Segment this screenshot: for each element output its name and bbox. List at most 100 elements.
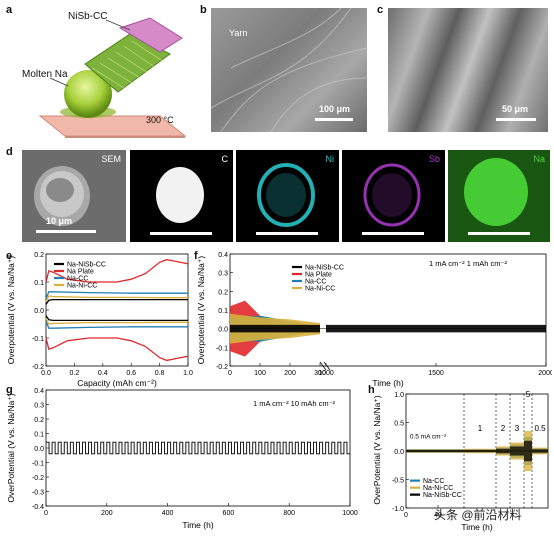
chart-e-series-line <box>45 320 188 329</box>
panel-label-f: f <box>194 250 198 262</box>
chart-f-legend-label: Na-CC <box>305 279 326 286</box>
chart-g-series-line <box>46 441 350 455</box>
chart-h-region-label: 2 <box>501 424 506 433</box>
chart-g-ytick-label: -0.4 <box>32 504 44 511</box>
chart-e-series-line <box>45 337 189 362</box>
label-yarn: Yarn <box>229 28 248 38</box>
chart-h-legend-label: Na-Ni-CC <box>423 485 453 492</box>
chart-f-xtick-label: 2000 <box>538 370 552 377</box>
chart-g-ytick-label: 0.2 <box>34 417 44 424</box>
chart-e-legend-label: Na-NiSb-CC <box>67 262 106 269</box>
chart-g: 0.4 0.3 0.2 0.1 0.0 -0.1 -0.2 -0.3 -0.40 200 400 60… <box>6 388 358 530</box>
chart-f-xtick-label: 100 <box>254 370 266 377</box>
chart-e-legend-label: Na-CC <box>67 276 88 283</box>
chart-h: 1.0 0.5 0.0 -0.5 -1.00 40 0.5 mA cm⁻² 1 2 3 5 0.5 O… <box>372 390 549 532</box>
chart-e-xtick-label: 0.4 <box>98 370 108 377</box>
panel-label-e: e <box>6 250 13 262</box>
scale-bar-b <box>315 118 353 121</box>
label-temperature: 300 °C <box>146 115 174 125</box>
chart-e-series-line <box>45 298 188 305</box>
label-sem: SEM <box>101 154 121 164</box>
chart-g-ytick-label: 0.4 <box>34 388 44 395</box>
chart-g-annotation: 1 mA cm⁻² 10 mAh cm⁻² <box>253 399 336 408</box>
chart-f-ytick-label: 0.3 <box>218 271 228 278</box>
chart-e-ylabel: Overpotential (V vs. Na/Na⁺) <box>6 256 16 365</box>
chart-f-ylabel: Overpotential (V vs. Na/Na⁺) <box>196 256 206 365</box>
scale-bar-d-na <box>468 232 530 235</box>
chart-e-xtick-label: 0.0 <box>41 370 51 377</box>
scale-bar-c <box>496 118 536 121</box>
chart-h-xlabel: Time (h) <box>461 522 492 532</box>
scale-bar-d-ni <box>256 232 318 235</box>
chart-e-xlabel: Capacity (mAh cm⁻²) <box>77 378 157 388</box>
chart-h-ytick-label: -0.5 <box>392 478 404 485</box>
eds-map-nickel: Ni <box>236 150 339 242</box>
chart-h-region-label: 0.5 <box>534 424 546 433</box>
chart-g-xtick-label: 400 <box>162 510 174 517</box>
sem-image-yarn: Yarn 100 μm <box>211 8 367 132</box>
chart-h-legend-label: Na-NiSb-CC <box>423 492 462 499</box>
chart-e-legend-label: Na Plate <box>67 269 94 276</box>
eds-map-sodium: Na <box>448 150 550 242</box>
chart-f-xtick-label: 1000 <box>318 370 334 377</box>
chart-g-ytick-label: 0.0 <box>34 446 44 453</box>
chart-e-series-line <box>45 315 188 322</box>
chart-f-frame <box>229 253 547 367</box>
chart-f-xtick-label: 300 <box>314 370 326 377</box>
chart-h-region-label: 1 <box>478 424 483 433</box>
label-nisb-cc: NiSb-CC <box>68 11 108 22</box>
axis-break-mark-2 <box>323 361 331 371</box>
chart-e-series-line <box>45 291 188 300</box>
chart-g-ytick-label: -0.2 <box>32 475 44 482</box>
chart-e-xtick-label: 0.6 <box>126 370 136 377</box>
chart-g-ytick-label: 0.1 <box>34 432 44 439</box>
chart-e-legend-label: Na-Ni-CC <box>67 283 97 290</box>
chart-h-ylabel: OverPotential (V vs. Na/Na⁺) <box>372 395 382 505</box>
label-molten-na: Molten Na <box>22 69 68 80</box>
watermark-text: 头条 @前沿材料 <box>434 508 522 522</box>
scale-text-c: 50 μm <box>502 104 529 114</box>
chart-e-series-line <box>45 318 188 325</box>
chart-e-xtick-label: 1.0 <box>183 370 193 377</box>
chart-f-ytick-label: 0.4 <box>218 252 228 259</box>
chart-g-xtick-label: 0 <box>44 510 48 517</box>
panel-label-c: c <box>377 4 384 16</box>
chart-g-ytick-label: 0.3 <box>34 403 44 410</box>
chart-f-xlabel: Time (h) <box>372 378 403 388</box>
chart-f-ytick-label: 0.2 <box>218 289 228 296</box>
panel-label-b: b <box>200 4 207 16</box>
chart-f-ytick-label: -0.1 <box>216 345 228 352</box>
chart-e-ytick-label: -0.1 <box>32 336 44 343</box>
chart-f-ytick-label: -0.2 <box>216 364 228 371</box>
chart-g-ytick-label: -0.3 <box>32 490 44 497</box>
chart-g-ytick-label: -0.1 <box>32 461 44 468</box>
sem-image-surface: 50 μm <box>388 8 548 132</box>
scale-bar-d-sb <box>362 232 424 235</box>
chart-f-legend-label: Na-NiSb-CC <box>305 265 344 272</box>
eds-map-carbon: C <box>130 150 233 242</box>
chart-h-ytick-label: 0.5 <box>394 421 404 428</box>
chart-h-ytick-label: 1.0 <box>394 392 404 399</box>
chart-f-xtick-label: 1500 <box>428 370 444 377</box>
chart-g-ylabel: OverPotential (V vs. Na/Na⁺) <box>6 393 16 503</box>
chart-h-region-label: 0.5 mA cm⁻² <box>410 433 447 440</box>
scale-bar-d-c <box>150 232 212 235</box>
sem-image-fiber: SEM 10 μm <box>22 150 126 242</box>
scale-text-d: 10 μm <box>46 216 73 226</box>
chart-e-xtick-label: 0.2 <box>70 370 80 377</box>
chart-e-ytick-label: 0.0 <box>34 308 44 315</box>
panel-label-g: g <box>6 384 13 396</box>
axis-break-mark <box>319 361 327 371</box>
chart-e: 0.20.10.0-0.1-0.20.0 0.2 0.4 0.6 0.8 1.0 Over… <box>6 252 193 388</box>
chart-e-xtick-label: 0.8 <box>155 370 165 377</box>
chart-f-ytick-label: 0.0 <box>218 327 228 334</box>
chart-h-legend-label: Na-CC <box>423 478 444 485</box>
chart-h-xtick-label: 0 <box>404 512 408 519</box>
chart-f-legend-label: Na Plate <box>305 272 332 279</box>
chart-f-xtick-label: 200 <box>284 370 296 377</box>
eds-label-na: Na <box>533 154 545 164</box>
chart-h-ytick-label: -1.0 <box>392 506 404 513</box>
panel-label-d: d <box>6 146 13 158</box>
eds-map-antimony: Sb <box>342 150 445 242</box>
